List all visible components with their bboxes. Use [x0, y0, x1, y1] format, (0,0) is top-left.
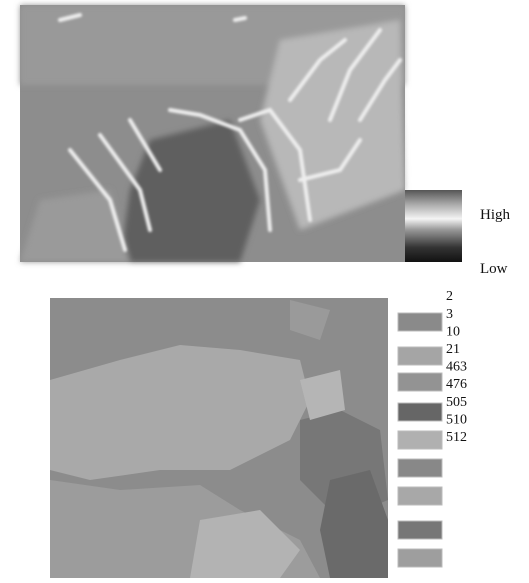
class-map	[50, 298, 388, 578]
class-label: 476	[446, 377, 467, 392]
figure: High Low 2 3 10 21 463 476 505 510 512	[0, 0, 529, 578]
swatch	[398, 403, 442, 421]
elevation-map	[20, 5, 405, 262]
swatch	[398, 487, 442, 505]
swatch	[398, 313, 442, 331]
class-label: 10	[446, 324, 460, 339]
class-label: 512	[446, 430, 467, 445]
class-label: 510	[446, 412, 467, 427]
swatch	[398, 521, 442, 539]
class-label: 2	[446, 289, 453, 304]
swatch	[398, 373, 442, 391]
class-label: 505	[446, 395, 467, 410]
swatch	[398, 549, 442, 567]
swatch	[398, 431, 442, 449]
legend-low: Low	[480, 261, 508, 277]
class-label: 21	[446, 342, 460, 357]
elevation-legend-bar	[405, 190, 462, 262]
class-label: 3	[446, 307, 453, 322]
legend-high: High	[480, 207, 511, 223]
class-swatches	[398, 313, 442, 567]
swatch	[398, 459, 442, 477]
class-label: 463	[446, 360, 467, 375]
swatch	[398, 347, 442, 365]
